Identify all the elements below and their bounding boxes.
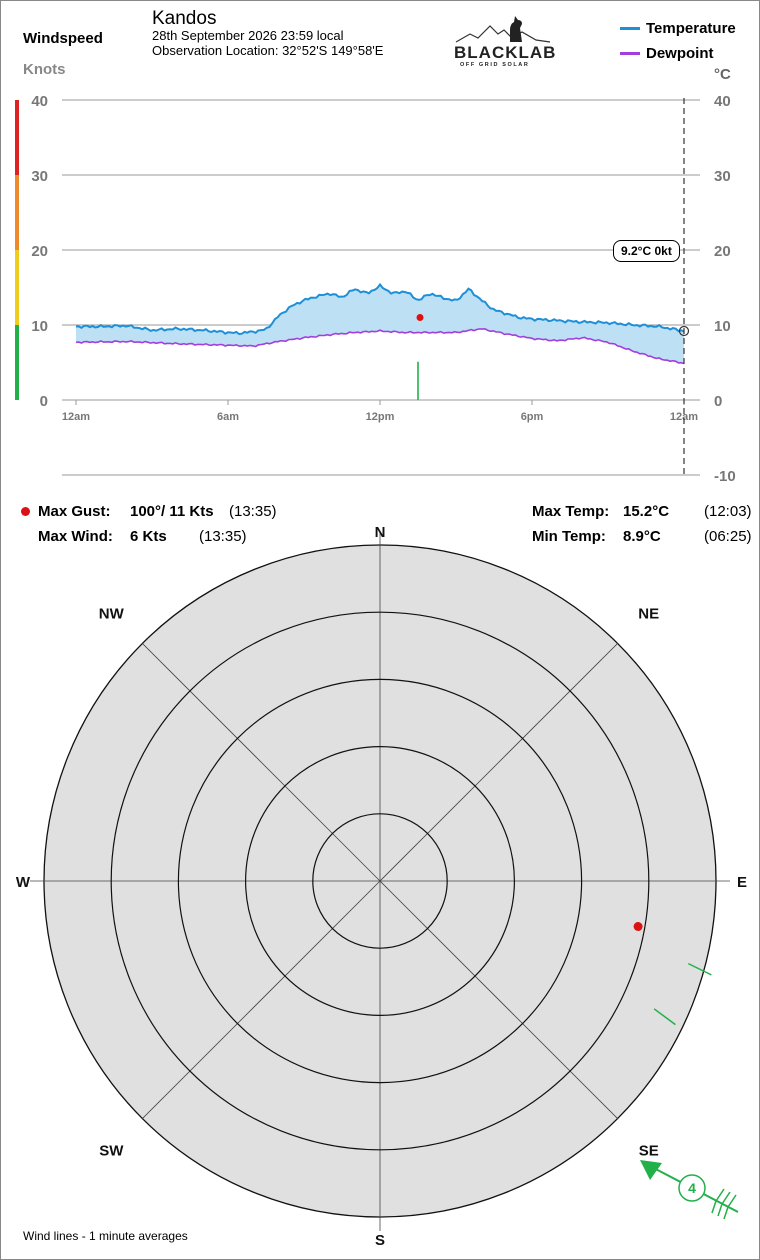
max-temp-value: 15.2°C <box>623 503 670 520</box>
dewpoint-line <box>75 327 685 365</box>
compass-wind-line <box>687 962 712 976</box>
compass-spoke <box>379 643 618 882</box>
max-wind-time: (13:35) <box>199 528 247 545</box>
current-temperature-marker <box>678 325 690 337</box>
compass-ring <box>312 813 448 949</box>
current-wind-fletching <box>715 1188 725 1202</box>
right-axis-tick: 0 <box>714 393 722 410</box>
max-gust-time: (13:35) <box>229 503 277 520</box>
max-gust-marker-icon <box>21 507 30 516</box>
left-axis-tick: 10 <box>31 318 48 335</box>
legend-swatch-dewpoint <box>620 52 640 55</box>
left-axis-tick: 30 <box>31 168 48 185</box>
x-tick-label: 12pm <box>366 411 395 423</box>
logo-subtext: OFF GRID SOLAR <box>460 62 530 68</box>
compass-label-nw: NW <box>99 605 125 622</box>
current-wind-fletching <box>727 1194 737 1208</box>
compass-ring <box>245 745 515 1016</box>
compass-spoke <box>142 880 381 1119</box>
min-temp-label: Min Temp: <box>532 528 606 545</box>
current-wind-count-badge <box>678 1174 706 1202</box>
current-wind-fletching <box>717 1203 723 1217</box>
wind-scale-band <box>15 100 19 175</box>
x-tick-label: 6pm <box>521 411 544 423</box>
compass-label-se: SE <box>639 1143 659 1160</box>
legend-swatch-temperature <box>620 27 640 30</box>
legend: Temperature Dewpoint <box>620 20 750 64</box>
compass-spoke <box>379 880 618 1119</box>
right-axis-tick: 20 <box>714 243 731 260</box>
x-tick-label: 12am <box>670 411 698 423</box>
compass-label-e: E <box>737 874 747 891</box>
x-tick-label: 6am <box>217 411 239 423</box>
right-axis-tick: -10 <box>714 468 736 485</box>
compass-label-ne: NE <box>638 605 659 622</box>
max-temp-label: Max Temp: <box>532 503 610 520</box>
wind-scale-band <box>15 175 19 250</box>
legend-label-dewpoint: Dewpoint <box>646 45 714 62</box>
current-wind-count: 4 <box>688 1180 696 1196</box>
compass-label-sw: SW <box>99 1143 124 1160</box>
compass-wind-line <box>653 1008 676 1026</box>
right-axis-tick: 10 <box>714 318 731 335</box>
right-axis-tick: 40 <box>714 93 731 110</box>
right-axis-tick: 30 <box>714 168 731 185</box>
compass-label-n: N <box>375 524 386 541</box>
max-gust-label: Max Gust: <box>38 503 111 520</box>
left-axis-tick: 0 <box>40 393 48 410</box>
current-wind-fletching <box>721 1191 731 1205</box>
current-wind-arrowhead <box>640 1160 662 1180</box>
wind-scale-band <box>15 325 19 400</box>
max-wind-value: 6 Kts <box>130 528 167 545</box>
chart-title: Windspeed <box>23 30 103 47</box>
compass-ring <box>177 678 583 1084</box>
compass-label-w: W <box>16 874 31 891</box>
observation-location: Observation Location: 32°52'S 149°58'E <box>152 43 384 58</box>
compass-label-s: S <box>375 1232 385 1249</box>
right-axis-unit: °C <box>714 66 731 83</box>
min-temp-time: (06:25) <box>704 528 752 545</box>
max-gust-marker <box>416 314 424 321</box>
temperature-line <box>75 282 685 336</box>
compass-ring <box>110 611 650 1151</box>
footnote: Wind lines - 1 minute averages <box>23 1229 188 1243</box>
current-wind-fletching <box>711 1200 717 1214</box>
compass-gust-marker <box>633 922 643 932</box>
temperature-dewpoint-area <box>76 284 684 364</box>
windspeed-temperature-chart: -10 0 10 20 30 40 0 10 20 30 40 12am 6am 12pm 6pm 12am <box>15 93 736 485</box>
observation-datetime: 28th September 2026 23:59 local <box>152 28 344 43</box>
left-axis-tick: 20 <box>31 243 48 260</box>
station-name: Kandos <box>152 8 217 29</box>
max-wind-label: Max Wind: <box>38 528 113 545</box>
min-temp-value: 8.9°C <box>623 528 661 545</box>
logo-text: BLACKLAB <box>454 43 557 62</box>
max-temp-time: (12:03) <box>704 503 752 520</box>
left-axis-tick: 40 <box>31 93 48 110</box>
blacklab-logo: BLACKLAB OFF GRID SOLAR <box>452 12 557 70</box>
current-value-label: 9.2°C 0kt <box>613 240 680 262</box>
compass-spoke <box>142 643 381 882</box>
wind-scale-band <box>15 250 19 325</box>
left-axis-unit: Knots <box>23 61 66 78</box>
max-gust-value: 100°/ 11 Kts <box>130 503 214 520</box>
x-tick-label: 12am <box>62 411 90 423</box>
legend-label-temperature: Temperature <box>646 20 736 37</box>
current-wind-fletching <box>723 1206 729 1220</box>
